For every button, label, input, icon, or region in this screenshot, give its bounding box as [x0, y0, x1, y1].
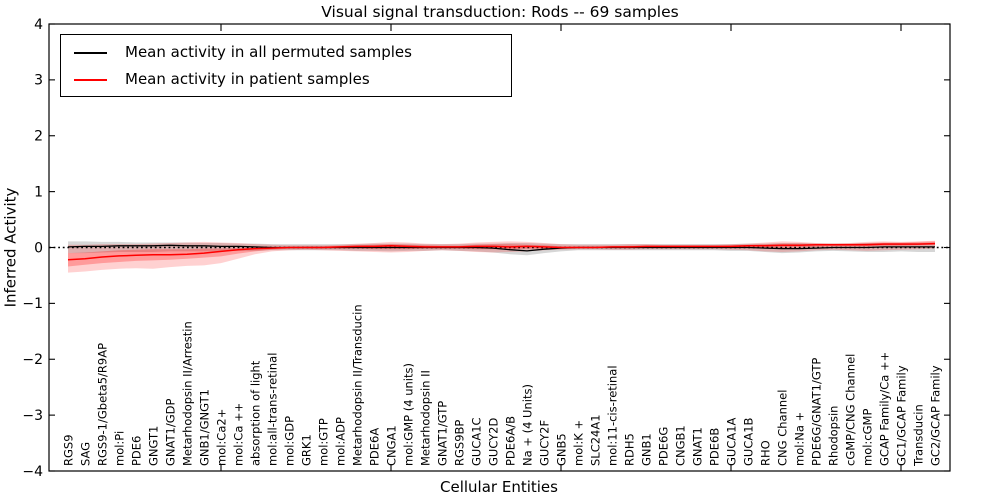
x-category-label: GNB5 [555, 433, 569, 466]
y-tick-label: 1 [34, 184, 43, 200]
x-category-label: GNAT1 [691, 427, 705, 466]
x-category-label: mol:Na + [793, 412, 807, 466]
y-tick-label: 4 [34, 17, 43, 33]
x-category-label: SAG [79, 442, 93, 466]
series-line-permuted [67, 244, 935, 252]
x-category-label: CNGA1 [385, 425, 399, 466]
x-category-label: absorption of light [249, 360, 263, 466]
y-tick-label: 3 [34, 73, 43, 89]
y-tick-label: −1 [22, 296, 43, 312]
x-category-label: RDH5 [623, 433, 637, 466]
x-category-label: CNG Channel [776, 390, 790, 466]
x-axis-label: Cellular Entities [440, 478, 558, 496]
x-category-label: mol:Ca2+ [215, 409, 229, 466]
x-category-label: GNAT1/GTP [436, 401, 450, 466]
y-tick-label: −3 [22, 408, 43, 424]
legend-line-swatch-permuted [74, 51, 107, 54]
confidence-band-patient-samples-range-outer [68, 240, 935, 273]
x-category-label: mol:11-cis-retinal [606, 365, 620, 466]
legend-item-patient: Mean activity in patient samples [61, 66, 511, 93]
x-category-label: GNGT1 [147, 426, 161, 466]
legend-item-permuted: Mean activity in all permuted samples [61, 39, 511, 66]
x-category-label: GNB1/GNGT1 [198, 389, 212, 466]
x-category-label: SLC24A1 [589, 414, 603, 466]
x-category-label: GUCA1C [470, 417, 484, 466]
x-category-label: GC1/GCAP Family [895, 365, 909, 466]
x-category-label: mol:cGMP [861, 409, 875, 466]
x-category-label: GUCA1A [725, 417, 739, 466]
x-category-label: PDE6G/GNAT1/GTP [810, 358, 824, 466]
x-category-label: Metarhodopsin II/Arrestin [181, 321, 195, 466]
x-category-label: GUCY2F [538, 420, 552, 466]
legend: Mean activity in all permuted samples Me… [60, 34, 512, 97]
x-category-label: RHO [759, 440, 773, 466]
series-line-patient [67, 242, 936, 261]
x-category-label: CNGB1 [674, 425, 688, 466]
legend-label-permuted: Mean activity in all permuted samples [125, 43, 412, 61]
x-category-label: Rhodopsin [827, 406, 841, 466]
y-tick-label: 0 [34, 240, 43, 256]
x-category-label: GNAT1/GDP [164, 399, 178, 466]
y-axis-label: Inferred Activity [1, 187, 20, 308]
x-category-label: PDE6A [368, 428, 382, 466]
x-category-label: GUCA1B [742, 417, 756, 466]
x-category-label: mol:all-trans-retinal [266, 353, 280, 466]
x-category-label: mol:GMP (4 units) [402, 363, 416, 466]
y-tick-label: −4 [22, 464, 43, 480]
x-category-label: Metarhodopsin II/Transducin [351, 304, 365, 466]
x-category-label: RGS9 [62, 434, 76, 466]
y-tick-label: −2 [22, 352, 43, 368]
x-category-label: GNB1 [640, 433, 654, 466]
x-category-label: Metarhodopsin II [419, 370, 433, 466]
x-category-label: GUCY2D [487, 418, 501, 466]
x-category-label: mol:GDP [283, 416, 297, 466]
x-category-label: RGS9-1/Gbeta5/R9AP [96, 343, 110, 466]
y-tick-label: 2 [34, 129, 43, 145]
x-category-label: mol:GTP [317, 418, 331, 466]
x-category-label: Transducin [912, 404, 926, 467]
legend-line-swatch-patient [74, 78, 107, 81]
x-category-label: PDE6A/B [504, 416, 518, 466]
x-category-label: cGMP/CNG Channel [844, 354, 858, 466]
x-category-label: GRK1 [300, 434, 314, 466]
x-category-label: RGS9BP [453, 420, 467, 466]
x-category-label: PDE6G [657, 427, 671, 466]
x-category-label: mol:Pi [113, 431, 127, 466]
x-category-label: mol:ADP [334, 417, 348, 466]
x-category-label: mol:K + [572, 420, 586, 466]
chart-title: Visual signal transduction: Rods -- 69 s… [321, 3, 679, 21]
legend-label-patient: Mean activity in patient samples [125, 70, 370, 88]
x-category-label: GC2/GCAP Family [929, 365, 943, 466]
x-category-label: Na + (4 Units) [521, 384, 535, 466]
x-category-label: mol:Ca ++ [232, 403, 246, 466]
x-category-label: PDE6 [130, 436, 144, 466]
x-category-label: GCAP Family/Ca ++ [878, 352, 892, 466]
x-category-label: PDE6B [708, 428, 722, 466]
